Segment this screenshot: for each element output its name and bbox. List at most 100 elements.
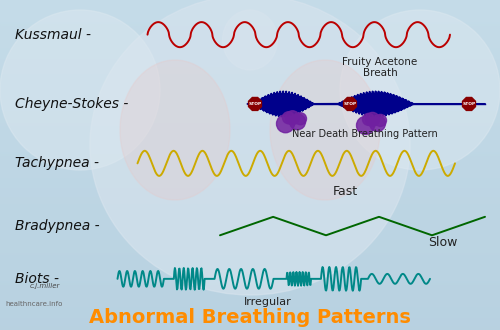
Bar bbox=[0, 50, 500, 51]
Bar bbox=[0, 81, 500, 82]
Bar bbox=[0, 204, 500, 205]
Bar bbox=[0, 241, 500, 242]
Bar bbox=[0, 323, 500, 324]
Bar bbox=[0, 123, 500, 124]
Bar bbox=[0, 65, 500, 66]
Bar bbox=[0, 31, 500, 32]
Bar bbox=[0, 185, 500, 186]
Bar bbox=[0, 153, 500, 154]
Bar bbox=[0, 314, 500, 315]
Ellipse shape bbox=[90, 0, 410, 295]
Bar bbox=[0, 76, 500, 77]
Bar bbox=[0, 177, 500, 178]
Bar bbox=[0, 21, 500, 22]
Bar bbox=[0, 84, 500, 85]
Bar bbox=[0, 11, 500, 12]
Bar bbox=[0, 156, 500, 157]
Bar bbox=[0, 255, 500, 256]
Bar bbox=[0, 217, 500, 218]
Text: STOP: STOP bbox=[344, 102, 356, 106]
Bar bbox=[0, 38, 500, 39]
Bar bbox=[0, 46, 500, 47]
Bar bbox=[0, 55, 500, 56]
Bar bbox=[0, 176, 500, 177]
Text: Tachypnea -: Tachypnea - bbox=[15, 156, 99, 170]
Bar bbox=[0, 197, 500, 198]
Bar bbox=[0, 234, 500, 235]
Bar bbox=[0, 168, 500, 169]
Bar bbox=[0, 268, 500, 269]
Bar bbox=[0, 215, 500, 216]
Bar bbox=[0, 83, 500, 84]
Bar bbox=[0, 39, 500, 40]
Bar bbox=[0, 118, 500, 119]
Bar bbox=[0, 0, 500, 1]
Bar bbox=[0, 103, 500, 104]
Bar bbox=[0, 313, 500, 314]
Bar bbox=[0, 100, 500, 101]
Bar bbox=[0, 119, 500, 120]
Bar bbox=[0, 117, 500, 118]
Polygon shape bbox=[344, 97, 356, 111]
Bar bbox=[0, 192, 500, 193]
Bar bbox=[0, 272, 500, 273]
Bar bbox=[0, 307, 500, 308]
Bar bbox=[0, 151, 500, 152]
Bar bbox=[0, 2, 500, 3]
Bar bbox=[0, 36, 500, 37]
Circle shape bbox=[282, 112, 294, 124]
Bar bbox=[0, 220, 500, 221]
Bar bbox=[0, 35, 500, 36]
Bar bbox=[0, 294, 500, 295]
Bar bbox=[0, 54, 500, 55]
Bar bbox=[0, 304, 500, 305]
Bar bbox=[0, 183, 500, 184]
Bar bbox=[0, 237, 500, 238]
Bar bbox=[0, 57, 500, 58]
Circle shape bbox=[276, 115, 294, 133]
Bar bbox=[0, 316, 500, 317]
Bar bbox=[0, 264, 500, 265]
Bar bbox=[0, 111, 500, 112]
Bar bbox=[0, 3, 500, 4]
Bar bbox=[0, 277, 500, 278]
Text: Kussmaul -: Kussmaul - bbox=[15, 28, 91, 42]
Bar bbox=[0, 16, 500, 17]
Bar bbox=[0, 71, 500, 72]
Bar bbox=[0, 85, 500, 86]
Bar bbox=[0, 109, 500, 110]
Bar bbox=[0, 45, 500, 46]
Bar bbox=[0, 89, 500, 90]
Bar bbox=[0, 302, 500, 303]
Bar bbox=[0, 5, 500, 6]
Bar bbox=[0, 150, 500, 151]
Bar bbox=[0, 317, 500, 318]
Bar bbox=[0, 138, 500, 139]
Bar bbox=[0, 134, 500, 135]
Bar bbox=[0, 243, 500, 244]
Bar bbox=[0, 66, 500, 67]
Bar bbox=[0, 18, 500, 19]
Circle shape bbox=[374, 115, 386, 126]
Bar bbox=[0, 246, 500, 247]
Bar bbox=[0, 8, 500, 9]
Bar bbox=[0, 318, 500, 319]
Bar bbox=[0, 184, 500, 185]
Text: Bradypnea -: Bradypnea - bbox=[15, 219, 100, 233]
Bar bbox=[0, 145, 500, 146]
Bar bbox=[0, 181, 500, 182]
Bar bbox=[0, 236, 500, 237]
Bar bbox=[0, 139, 500, 140]
Bar bbox=[0, 212, 500, 213]
Bar bbox=[0, 208, 500, 209]
Bar bbox=[0, 253, 500, 254]
Bar bbox=[0, 10, 500, 11]
Bar bbox=[0, 329, 500, 330]
Bar bbox=[0, 266, 500, 267]
Bar bbox=[0, 40, 500, 41]
Bar bbox=[0, 37, 500, 38]
Bar bbox=[0, 231, 500, 232]
Bar bbox=[0, 293, 500, 294]
Bar bbox=[0, 73, 500, 74]
Bar bbox=[0, 72, 500, 73]
